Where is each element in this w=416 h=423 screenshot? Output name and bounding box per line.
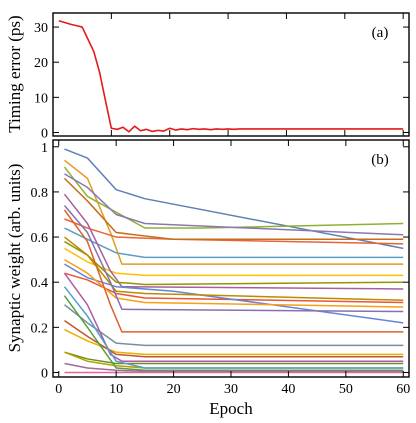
ytick-label: 0 bbox=[41, 366, 48, 381]
xtick-label: 20 bbox=[167, 382, 181, 397]
xtick-label: 0 bbox=[55, 382, 62, 397]
xtick-label: 50 bbox=[339, 382, 353, 397]
panel-b-series-line-8 bbox=[63, 193, 404, 290]
panel-b-series-line-11 bbox=[64, 263, 404, 324]
panel-b-series-line-4 bbox=[64, 173, 404, 236]
ytick-label: 30 bbox=[34, 21, 48, 36]
panel-a-label: (a) bbox=[372, 25, 389, 41]
panel-b-series-line-14 bbox=[63, 204, 404, 313]
panel-b-series-line-18 bbox=[64, 319, 404, 358]
panel-b-series-line-5 bbox=[63, 177, 404, 241]
ytick-label: 0.4 bbox=[31, 276, 49, 291]
panel-b: 00.20.40.60.810 10 20 30 40 50 60 (b) Synaptic… bbox=[5, 139, 410, 418]
panel-b-series-line-13 bbox=[64, 236, 404, 302]
panel-b-series-line-17 bbox=[64, 328, 404, 356]
xtick-label: 40 bbox=[281, 382, 295, 397]
panel-b-series-line-6 bbox=[64, 227, 404, 259]
panel-b-xlabel: Epoch bbox=[209, 399, 253, 418]
xtick-label: 10 bbox=[109, 382, 123, 397]
ytick-label: 0.2 bbox=[31, 321, 49, 336]
panel-b-plot-area: 00.20.40.60.810 10 20 30 40 50 60 bbox=[31, 140, 410, 397]
panel-a-frame bbox=[52, 12, 410, 137]
ytick-label: 1 bbox=[41, 141, 48, 156]
ytick-label: 20 bbox=[34, 56, 48, 71]
panel-b-series-line-23 bbox=[63, 295, 404, 371]
xtick-label: 30 bbox=[224, 382, 238, 397]
ytick-label: 10 bbox=[34, 91, 48, 106]
ytick-label: 0 bbox=[41, 126, 48, 141]
panel-b-series-line-22 bbox=[63, 286, 404, 369]
panel-b-series-line-9 bbox=[64, 240, 404, 286]
panel-b-ylabel: Synaptic weight (arb. units) bbox=[5, 164, 24, 353]
xtick-label: 60 bbox=[396, 382, 410, 397]
panel-b-series-line-19 bbox=[63, 272, 404, 362]
panel-b-series-line-3 bbox=[64, 218, 404, 245]
panel-b-label: (b) bbox=[371, 152, 389, 168]
panel-b-series-line-1 bbox=[64, 159, 404, 265]
panel-b-series-line-12 bbox=[64, 258, 404, 308]
panel-b-series-line-7 bbox=[64, 247, 404, 277]
panel-b-series-line-2 bbox=[63, 166, 404, 229]
panel-a-plot-area: 0 10 20 30 bbox=[34, 13, 409, 141]
ytick-label: 0.8 bbox=[31, 186, 49, 201]
panel-a-ylabel: Timing error (ps) bbox=[5, 15, 24, 132]
panel-a-series-line-0 bbox=[58, 19, 404, 133]
panel-b-series-line-15 bbox=[63, 209, 404, 333]
ytick-label: 0.6 bbox=[31, 231, 49, 246]
panel-a: 0 10 20 30 (a) Timing error (ps) bbox=[5, 12, 410, 141]
panel-b-series-line-20 bbox=[64, 351, 404, 365]
panel-b-series-line-0 bbox=[64, 148, 404, 250]
panel-b-frame bbox=[52, 139, 410, 378]
